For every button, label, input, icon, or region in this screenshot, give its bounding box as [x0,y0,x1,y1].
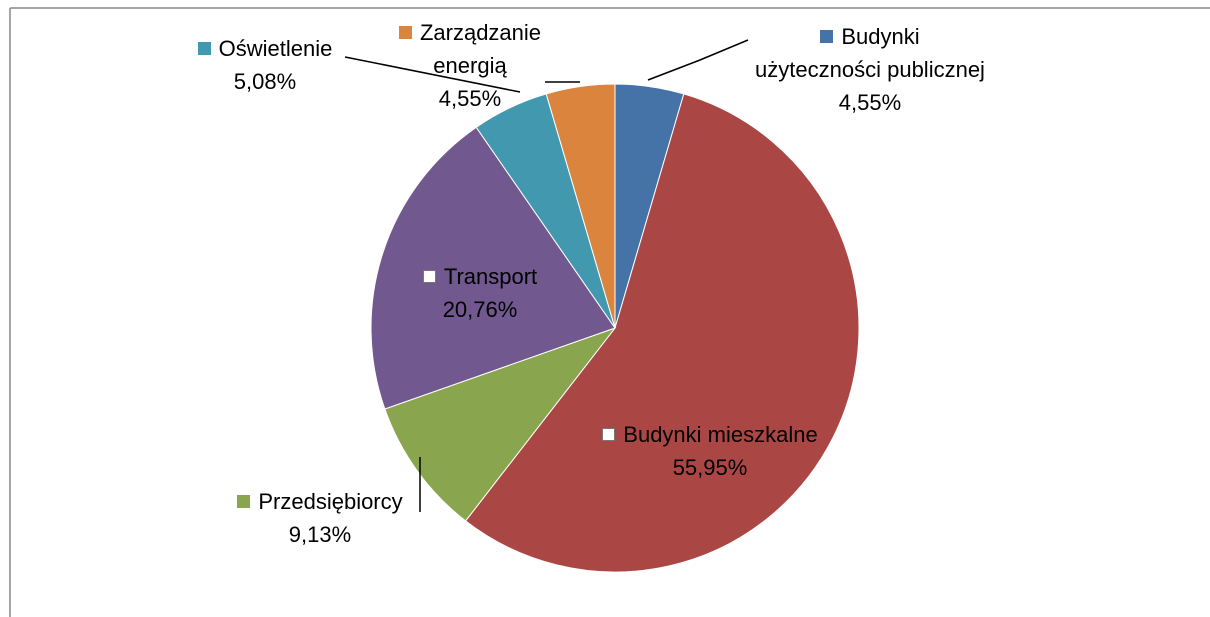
legend-marker [398,26,412,39]
category-label: Transport [443,264,538,289]
data-label: Budynki mieszkalne 55,95% [595,418,825,484]
data-label: Transport 20,76% [395,260,565,326]
data-label: Przedsiębiorcy 9,13% [190,485,450,551]
category-label: Oświetlenie [218,36,333,61]
legend-marker [197,42,211,55]
value-label: 9,13% [288,522,352,547]
data-label: Budynki użyteczności publicznej 4,55% [755,20,985,119]
category-label: Przedsiębiorcy [258,489,403,514]
value-label: 55,95% [672,455,748,480]
leader-line [647,39,749,81]
category-label: Zarządzanie energią [419,20,542,78]
pie-slice [384,326,617,522]
legend-marker [820,30,834,43]
data-label: Oświetlenie 5,08% [150,32,380,98]
leader-line [344,56,521,93]
pie-slice [545,83,616,329]
value-label: 20,76% [442,297,518,322]
category-label: Budynki mieszkalne [623,422,818,447]
value-label: 5,08% [233,69,297,94]
pie-slice [370,126,616,410]
value-label: 4,55% [438,86,502,111]
legend-marker [237,495,251,508]
pie-slice [464,93,860,573]
legend-marker [602,428,616,441]
category-label: Budynki użyteczności publicznej [755,24,985,82]
legend-marker [422,270,436,283]
value-label: 4,55% [838,90,902,115]
data-label: Zarządzanie energią 4,55% [370,16,570,115]
